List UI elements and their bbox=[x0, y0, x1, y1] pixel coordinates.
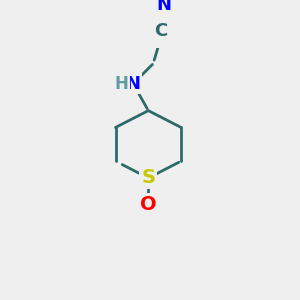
Text: N: N bbox=[126, 75, 141, 93]
Text: H: H bbox=[114, 75, 128, 93]
Text: N: N bbox=[157, 0, 172, 14]
Text: C: C bbox=[154, 22, 168, 40]
Text: O: O bbox=[140, 195, 157, 214]
Text: S: S bbox=[141, 169, 155, 188]
